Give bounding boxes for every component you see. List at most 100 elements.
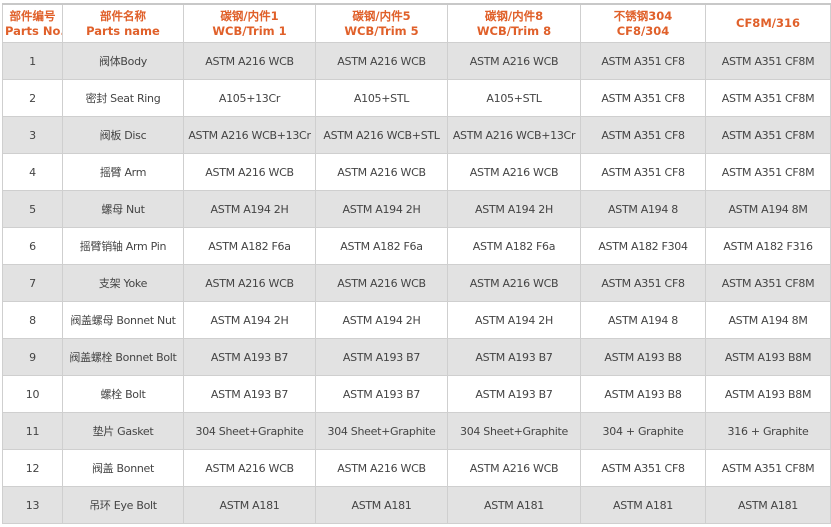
column-header-parts-no: 部件编号 Parts No. [2,3,63,43]
cell-cf8m-316: ASTM A351 CF8M [705,264,831,302]
cell-wcb-trim8: ASTM A216 WCB+13Cr [447,116,581,154]
cell-wcb-trim1: ASTM A216 WCB [183,449,316,487]
cell-wcb-trim1: ASTM A216 WCB [183,264,316,302]
header-line: 部件编号 [9,8,56,23]
cell-wcb-trim5: ASTM A216 WCB [315,449,448,487]
cell-cf8m-316: ASTM A351 CF8M [705,153,831,191]
table-row: 5 螺母 Nut ASTM A194 2H ASTM A194 2H ASTM A194… [2,190,831,228]
table-row: 3 阀板 Disc ASTM A216 WCB+13Cr ASTM A216 WCB+… [2,116,831,154]
cell-cf8-304: ASTM A351 CF8 [580,153,706,191]
cell-wcb-trim8: ASTM A216 WCB [447,153,581,191]
table-row: 2 密封 Seat Ring A105+13Cr A105+STL A105+STL AS… [2,79,831,117]
cell-cf8-304: ASTM A351 CF8 [580,449,706,487]
cell-wcb-trim1: 304 Sheet+Graphite [183,412,316,450]
header-line: Parts No. [5,23,63,38]
cell-parts-no: 7 [2,264,63,302]
cell-wcb-trim8: ASTM A193 B7 [447,338,581,376]
table-row: 11 垫片 Gasket 304 Sheet+Graphite 304 Sheet+G… [2,412,831,450]
cell-wcb-trim1: ASTM A194 2H [183,190,316,228]
cell-wcb-trim1: ASTM A181 [183,486,316,524]
cell-cf8-304: ASTM A351 CF8 [580,116,706,154]
table-row: 12 阀盖 Bonnet ASTM A216 WCB ASTM A216 WCB AST… [2,449,831,487]
table-row: 6 摇臂销轴 Arm Pin ASTM A182 F6a ASTM A182 F6a A… [2,227,831,265]
header-line: 碳钢/内件8 [484,8,544,23]
cell-cf8m-316: 316 + Graphite [705,412,831,450]
cell-parts-no: 11 [2,412,63,450]
cell-wcb-trim1: ASTM A216 WCB [183,153,316,191]
cell-wcb-trim1: ASTM A182 F6a [183,227,316,265]
cell-cf8-304: ASTM A182 F304 [580,227,706,265]
cell-cf8m-316: ASTM A351 CF8M [705,449,831,487]
cell-wcb-trim8: A105+STL [447,79,581,117]
cell-wcb-trim8: 304 Sheet+Graphite [447,412,581,450]
table-row: 4 摇臂 Arm ASTM A216 WCB ASTM A216 WCB ASTM A2… [2,153,831,191]
cell-parts-no: 4 [2,153,63,191]
cell-wcb-trim5: 304 Sheet+Graphite [315,412,448,450]
cell-cf8-304: ASTM A193 B8 [580,338,706,376]
cell-cf8-304: 304 + Graphite [580,412,706,450]
cell-wcb-trim5: ASTM A216 WCB [315,153,448,191]
cell-parts-no: 6 [2,227,63,265]
table-row: 8 阀盖螺母 Bonnet Nut ASTM A194 2H ASTM A194 2H… [2,301,831,339]
cell-wcb-trim8: ASTM A216 WCB [447,42,581,80]
cell-wcb-trim5: ASTM A193 B7 [315,338,448,376]
cell-cf8-304: ASTM A193 B8 [580,375,706,413]
cell-wcb-trim5: ASTM A216 WCB [315,42,448,80]
cell-parts-name: 阀体Body [62,42,184,80]
cell-wcb-trim5: ASTM A193 B7 [315,375,448,413]
cell-wcb-trim8: ASTM A181 [447,486,581,524]
cell-parts-name: 摇臂 Arm [62,153,184,191]
cell-parts-no: 1 [2,42,63,80]
cell-wcb-trim1: ASTM A193 B7 [183,375,316,413]
cell-cf8m-316: ASTM A194 8M [705,301,831,339]
cell-wcb-trim8: ASTM A182 F6a [447,227,581,265]
table-row: 10 螺栓 Bolt ASTM A193 B7 ASTM A193 B7 ASTM A1… [2,375,831,413]
cell-cf8m-316: ASTM A181 [705,486,831,524]
cell-parts-no: 12 [2,449,63,487]
cell-parts-no: 10 [2,375,63,413]
cell-cf8m-316: ASTM A351 CF8M [705,116,831,154]
column-header-wcb-trim8: 碳钢/内件8 WCB/Trim 8 [447,3,581,43]
header-line: 不锈钢304 [613,8,673,23]
column-header-cf8-304: 不锈钢304 CF8/304 [580,3,706,43]
cell-wcb-trim5: A105+STL [315,79,448,117]
header-line: 碳钢/内件5 [352,8,411,23]
cell-parts-no: 2 [2,79,63,117]
cell-cf8-304: ASTM A181 [580,486,706,524]
cell-wcb-trim5: ASTM A181 [315,486,448,524]
cell-parts-name: 摇臂销轴 Arm Pin [62,227,184,265]
cell-parts-no: 3 [2,116,63,154]
cell-wcb-trim8: ASTM A216 WCB [447,264,581,302]
cell-wcb-trim8: ASTM A194 2H [447,301,581,339]
header-row: 部件编号 Parts No. 部件名称 Parts name 碳钢/内件1 WCB/Tri… [2,3,831,43]
header-line: WCB/Trim 8 [476,23,552,38]
cell-wcb-trim5: ASTM A194 2H [315,301,448,339]
cell-parts-no: 9 [2,338,63,376]
cell-cf8m-316: ASTM A193 B8M [705,338,831,376]
cell-wcb-trim5: ASTM A216 WCB [315,264,448,302]
cell-parts-name: 阀板 Disc [62,116,184,154]
parts-material-table: 部件编号 Parts No. 部件名称 Parts name 碳钢/内件1 WCB/Tri… [2,3,831,524]
cell-wcb-trim5: ASTM A194 2H [315,190,448,228]
header-line: WCB/Trim 1 [212,23,287,38]
header-line: WCB/Trim 5 [344,23,419,38]
cell-parts-no: 5 [2,190,63,228]
cell-wcb-trim1: ASTM A216 WCB+13Cr [183,116,316,154]
cell-parts-name: 阀盖 Bonnet [62,449,184,487]
cell-wcb-trim5: ASTM A182 F6a [315,227,448,265]
cell-parts-no: 8 [2,301,63,339]
header-line: CF8/304 [616,23,670,38]
cell-parts-name: 密封 Seat Ring [62,79,184,117]
table-row: 9 阀盖螺栓 Bonnet Bolt ASTM A193 B7 ASTM A193 B… [2,338,831,376]
table-row: 7 支架 Yoke ASTM A216 WCB ASTM A216 WCB ASTM A… [2,264,831,302]
cell-wcb-trim8: ASTM A193 B7 [447,375,581,413]
table-row: 1 阀体Body ASTM A216 WCB ASTM A216 WCB ASTM A2… [2,42,831,80]
cell-wcb-trim1: ASTM A193 B7 [183,338,316,376]
cell-cf8-304: ASTM A194 8 [580,301,706,339]
cell-wcb-trim8: ASTM A216 WCB [447,449,581,487]
cell-parts-no: 13 [2,486,63,524]
cell-wcb-trim8: ASTM A194 2H [447,190,581,228]
cell-cf8m-316: ASTM A193 B8M [705,375,831,413]
cell-wcb-trim1: A105+13Cr [183,79,316,117]
cell-cf8m-316: ASTM A351 CF8M [705,79,831,117]
